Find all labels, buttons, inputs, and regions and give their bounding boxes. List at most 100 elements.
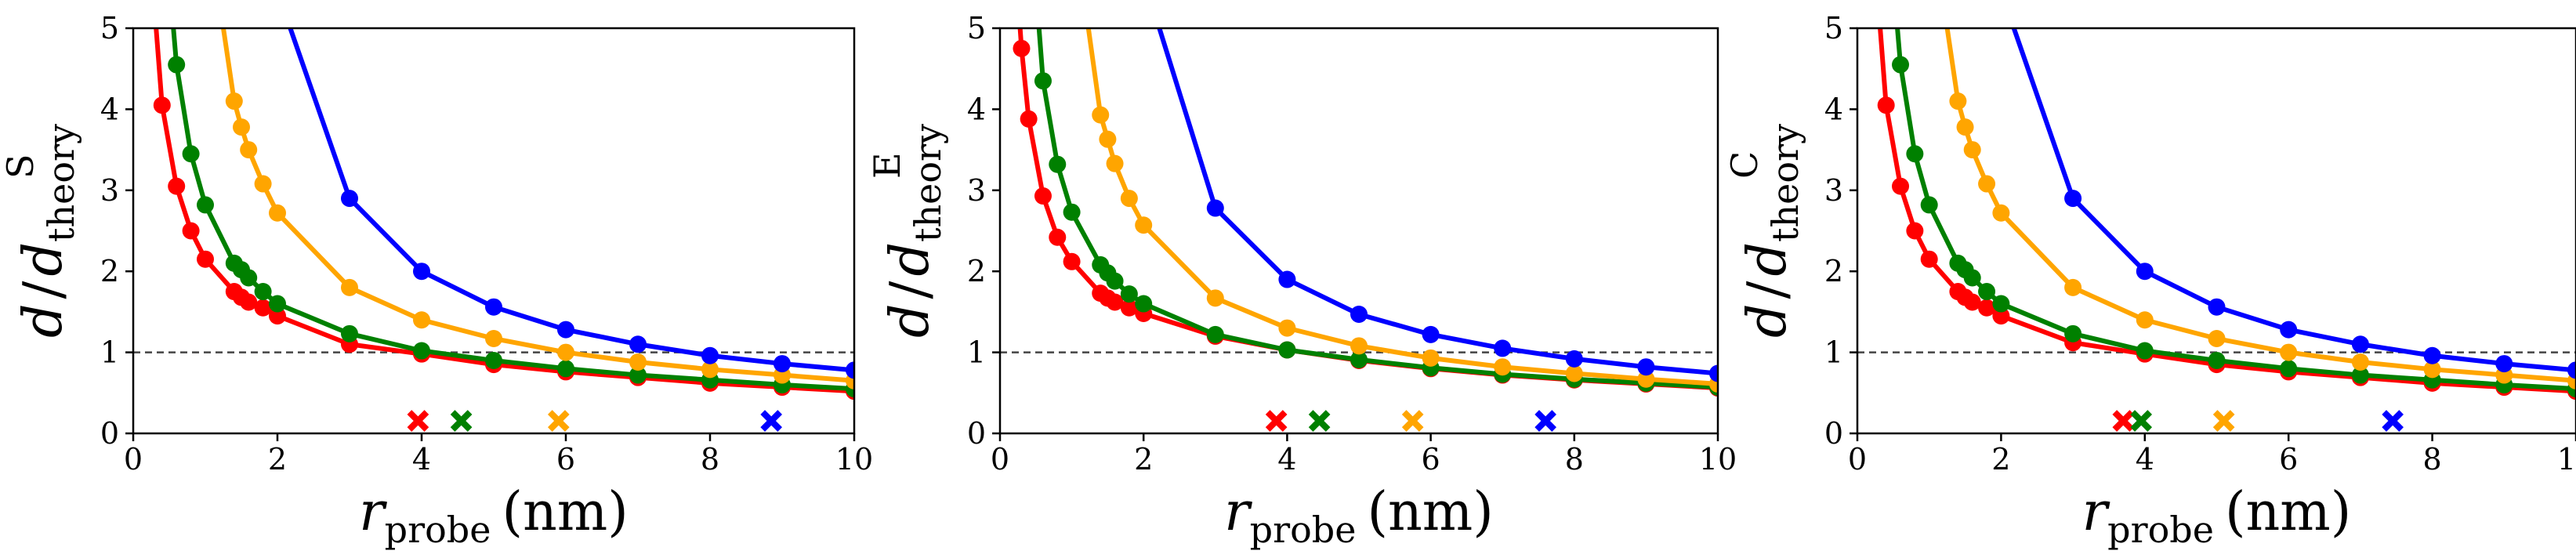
data-point-red [269,307,286,325]
data-point-blue [1350,306,1368,324]
data-point-orange [2064,278,2082,296]
data-point-orange [2136,311,2154,329]
data-point-green [182,145,200,163]
data-point-blue [2000,3,2017,20]
data-point-blue [1206,199,1224,217]
data-point-blue [276,3,293,20]
y-tick-label: 2 [967,254,986,288]
axes-frame [132,27,856,435]
data-point-orange [2208,330,2226,348]
data-point-red [197,250,214,268]
y-axis-label: d/dtheoryC [1723,124,1806,338]
data-point-green [2136,342,2154,360]
data-point-orange [629,353,647,371]
series-line-blue [1157,28,1718,376]
data-point-blue [1422,325,1440,343]
chart-panel-C: 0 2 4 6 8 10 0 1 2 3 4 5 rprobe(nm) d/dtheoryC [1723,3,2576,551]
data-point-blue [701,346,719,364]
cross-marker-0000ff [2382,410,2404,432]
data-point-orange [1949,92,1967,111]
y-tick-label: 5 [1824,11,1843,45]
data-point-green [197,196,214,214]
x-tick-label: 4 [2136,442,2154,476]
data-point-blue [2423,346,2441,364]
y-tick-label: 1 [967,335,986,370]
data-point-orange [254,175,272,193]
data-point-green [1963,269,1981,287]
data-point-blue [1278,270,1296,288]
y-tick-label: 1 [100,335,119,370]
data-point-blue [2208,298,2226,316]
data-point-blue [1146,3,1163,20]
data-point-red [1034,187,1052,205]
data-point-green [1106,272,1124,290]
data-point-red [1920,250,1938,268]
data-point-red [1120,299,1138,317]
x-tick-label: 10 [835,442,873,476]
data-point-orange [413,311,430,329]
data-point-green [240,269,258,287]
data-point-red [1906,222,1924,240]
data-point-red [1106,293,1124,311]
series-line-green [1895,28,2576,392]
cross-marker-008000 [450,410,473,432]
data-point-green [2064,324,2082,342]
data-point-red [1892,177,1910,195]
y-tick-label: 4 [967,92,986,126]
data-point-orange [1350,337,1368,355]
data-point-red [147,3,164,20]
cross-marker-ff0000 [2112,410,2135,432]
plot-area [147,3,854,400]
data-point-blue [2064,190,2082,208]
data-point-orange [1956,118,1974,136]
data-point-blue [2495,355,2513,373]
x-tick-label: 10 [2557,442,2576,476]
y-tick-label: 3 [100,173,119,208]
data-point-green [1892,56,1910,74]
data-point-orange [233,118,250,136]
x-tick-label: 2 [268,442,287,476]
x-tick-label: 8 [2423,442,2442,476]
x-tick-label: 4 [1277,442,1296,476]
data-point-orange [1565,364,1583,382]
data-point-orange [1106,154,1124,172]
x-tick-label: 2 [1991,442,2010,476]
data-point-blue [485,298,502,316]
data-point-orange [1278,319,1296,337]
y-tick-label: 5 [100,11,119,45]
data-point-orange [341,278,358,296]
data-point-orange [1422,349,1440,367]
series-line-red [1017,28,1718,391]
cross-marker-0000ff [1534,410,1556,432]
axes-frame [998,27,1719,435]
y-tick-label: 0 [1824,416,1843,451]
data-point-red [1992,307,2010,325]
data-point-blue [629,335,647,353]
y-tick-label: 2 [100,254,119,288]
data-point-blue [341,190,358,208]
data-point-orange [2280,343,2298,361]
data-point-green [269,295,286,313]
data-point-red [168,177,186,195]
data-point-orange [1992,204,2010,222]
data-point-green [629,366,647,384]
data-point-green [1120,285,1138,303]
data-point-green [1992,295,2010,313]
data-point-blue [1709,364,1718,382]
data-point-green [2280,360,2298,378]
data-point-orange [1494,358,1512,376]
x-axis-label: rprobe (nm) [359,481,629,551]
cross-marker-ffa500 [547,410,570,432]
chart-panel-E: 0 2 4 6 8 10 0 1 2 3 4 5 rprobe (nm) d/dtheoryE [866,3,1737,551]
series-line-red [154,28,854,394]
cross-marker-ffa500 [2212,410,2235,432]
cross-marker-ffa500 [1401,410,1424,432]
data-point-blue [1565,350,1583,368]
data-point-green [1063,203,1081,221]
series-line-red [1878,28,2576,394]
data-point-red [1963,293,1981,311]
y-tick-label: 4 [100,92,119,126]
data-point-orange [557,343,574,361]
data-point-red [254,299,272,317]
data-point-red [1978,299,1996,317]
